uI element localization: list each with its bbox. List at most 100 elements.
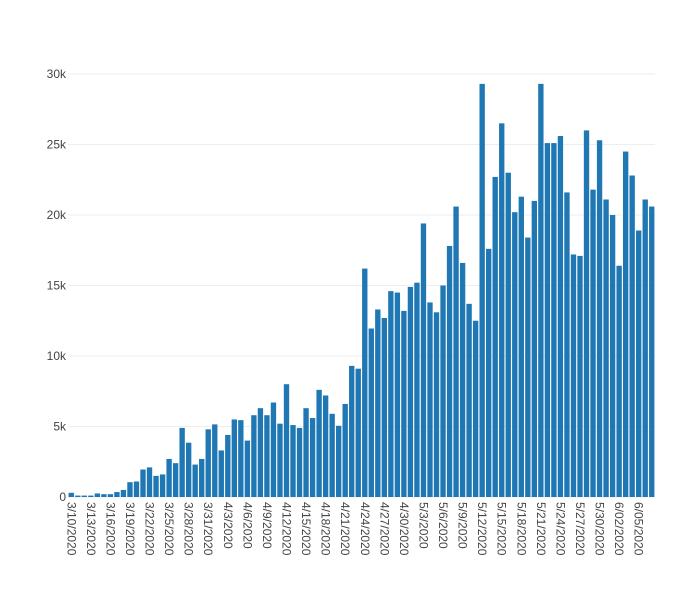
bar[interactable]: [583, 130, 590, 497]
x-tick-label: 3/31/2020: [201, 502, 215, 556]
bar[interactable]: [185, 442, 192, 497]
bar[interactable]: [218, 450, 224, 497]
x-tick-label: 5/3/2020: [416, 502, 430, 549]
bar[interactable]: [375, 309, 381, 497]
x-tick-label: 4/30/2020: [397, 502, 411, 556]
bar[interactable]: [525, 237, 531, 497]
bar[interactable]: [622, 151, 629, 498]
bar[interactable]: [231, 419, 237, 497]
bar[interactable]: [166, 458, 172, 497]
bar[interactable]: [401, 310, 407, 497]
bar[interactable]: [199, 458, 205, 497]
bar[interactable]: [629, 175, 635, 497]
bar[interactable]: [551, 143, 557, 497]
bar[interactable]: [446, 246, 453, 497]
bar[interactable]: [407, 286, 414, 497]
bar[interactable]: [133, 481, 140, 497]
bar[interactable]: [538, 83, 544, 498]
bar[interactable]: [283, 384, 290, 497]
bar[interactable]: [257, 408, 264, 497]
bar[interactable]: [440, 285, 446, 498]
bar[interactable]: [153, 475, 159, 497]
bar[interactable]: [120, 489, 127, 497]
bar[interactable]: [486, 248, 492, 497]
x-tick-label: 5/6/2020: [436, 502, 450, 549]
bar[interactable]: [518, 196, 524, 498]
bar[interactable]: [544, 143, 551, 497]
bar[interactable]: [349, 365, 355, 497]
bar[interactable]: [649, 206, 655, 498]
bar[interactable]: [472, 320, 479, 497]
bar[interactable]: [172, 463, 179, 497]
bar[interactable]: [499, 123, 505, 497]
bar[interactable]: [603, 199, 609, 498]
bar[interactable]: [192, 464, 198, 497]
y-tick-label: 15k: [47, 279, 67, 293]
bar[interactable]: [303, 408, 309, 497]
bar[interactable]: [466, 303, 472, 497]
bar[interactable]: [596, 140, 603, 497]
bar[interactable]: [479, 83, 485, 498]
bar[interactable]: [355, 368, 361, 497]
bar[interactable]: [394, 292, 401, 497]
bar[interactable]: [244, 440, 251, 497]
bar[interactable]: [427, 302, 433, 497]
bar[interactable]: [212, 424, 218, 497]
bar[interactable]: [146, 467, 153, 497]
bar[interactable]: [127, 482, 133, 497]
bar[interactable]: [362, 268, 368, 497]
bar[interactable]: [616, 265, 622, 497]
bar[interactable]: [433, 312, 440, 497]
bar[interactable]: [81, 495, 87, 497]
bar[interactable]: [316, 389, 322, 497]
bar[interactable]: [114, 492, 120, 497]
bar[interactable]: [512, 212, 518, 497]
bar[interactable]: [531, 200, 538, 497]
bar[interactable]: [420, 223, 427, 497]
bar[interactable]: [251, 415, 257, 497]
x-axis-ticks: 3/10/2020 3/13/2020 3/16/2020 3/19/2020 3/22…: [64, 502, 645, 556]
bar[interactable]: [322, 395, 329, 497]
bar[interactable]: [590, 189, 596, 497]
bar[interactable]: [564, 192, 570, 497]
bar[interactable]: [642, 199, 648, 498]
bar[interactable]: [140, 469, 146, 498]
bar[interactable]: [75, 495, 81, 497]
x-tick-label: 3/25/2020: [162, 502, 176, 556]
bar[interactable]: [388, 291, 394, 497]
bar[interactable]: [453, 206, 459, 498]
bar[interactable]: [205, 429, 211, 497]
bar[interactable]: [336, 425, 342, 497]
bar[interactable]: [264, 415, 270, 497]
bar[interactable]: [270, 402, 277, 497]
bar[interactable]: [342, 403, 348, 497]
bar[interactable]: [381, 317, 387, 497]
bar[interactable]: [505, 172, 511, 497]
bar[interactable]: [179, 427, 185, 497]
bar[interactable]: [290, 425, 296, 497]
bar[interactable]: [296, 427, 303, 497]
bar[interactable]: [68, 492, 74, 497]
bar[interactable]: [107, 494, 114, 497]
bar[interactable]: [636, 230, 642, 497]
bar[interactable]: [368, 328, 374, 498]
bar[interactable]: [570, 254, 577, 497]
bar[interactable]: [88, 495, 94, 497]
bar[interactable]: [459, 262, 466, 497]
bar[interactable]: [238, 420, 244, 497]
bar[interactable]: [557, 136, 564, 498]
bar[interactable]: [94, 493, 101, 497]
bar[interactable]: [159, 474, 166, 497]
bar[interactable]: [414, 282, 420, 497]
bar[interactable]: [609, 215, 616, 497]
bar[interactable]: [577, 255, 583, 497]
bar[interactable]: [225, 434, 231, 497]
x-tick-label: 5/12/2020: [475, 502, 489, 556]
x-tick-label: 3/13/2020: [84, 502, 98, 556]
bar[interactable]: [309, 418, 316, 497]
bar[interactable]: [277, 423, 283, 497]
bar[interactable]: [101, 494, 107, 497]
bar[interactable]: [329, 413, 335, 497]
x-tick-label: 4/18/2020: [319, 502, 333, 556]
bar[interactable]: [492, 176, 498, 497]
